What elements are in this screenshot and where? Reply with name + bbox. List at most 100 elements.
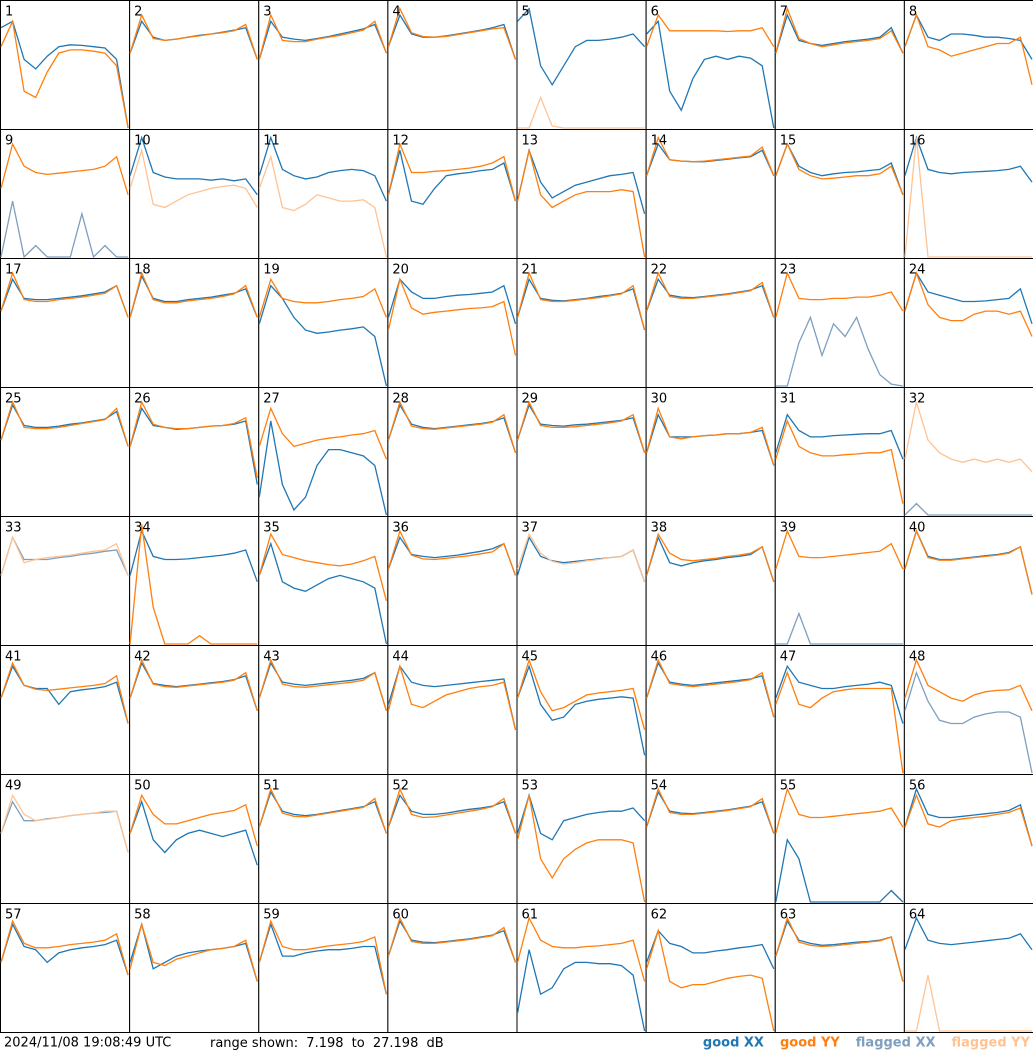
panel-frame bbox=[645, 387, 776, 517]
panel: 25 bbox=[0, 387, 131, 517]
panel: 60 bbox=[387, 903, 518, 1033]
yy-spectrum bbox=[645, 532, 775, 583]
panel: 28 bbox=[387, 387, 518, 517]
panel-label: 33 bbox=[5, 521, 22, 536]
panel-label: 26 bbox=[134, 392, 151, 407]
panel: 43 bbox=[258, 645, 389, 775]
panel-frame bbox=[516, 516, 647, 646]
panel-frame bbox=[774, 0, 905, 130]
panel: 30 bbox=[645, 387, 776, 517]
panel-frame bbox=[774, 516, 905, 646]
yy-spectrum bbox=[129, 271, 258, 318]
timestamp: 2024/11/08 19:08:49 UTC bbox=[4, 1036, 171, 1051]
xx-spectrum bbox=[258, 420, 388, 516]
xx-spectrum bbox=[129, 135, 258, 196]
panel-label: 17 bbox=[5, 263, 22, 278]
yy-spectrum bbox=[129, 658, 258, 711]
panel-label: 23 bbox=[780, 263, 797, 278]
panel: 57 bbox=[0, 903, 131, 1033]
panel: 9 bbox=[0, 129, 131, 259]
panel-label: 5 bbox=[522, 5, 530, 20]
panel-label: 27 bbox=[263, 392, 280, 407]
yy-spectrum bbox=[775, 271, 904, 318]
panel: 42 bbox=[129, 645, 260, 775]
panel-label: 38 bbox=[651, 521, 668, 536]
panel-frame bbox=[903, 0, 1033, 130]
panel-label: 21 bbox=[522, 263, 539, 278]
panel-label: 37 bbox=[522, 521, 539, 536]
panel-label: 43 bbox=[263, 650, 280, 665]
panel: 26 bbox=[129, 387, 260, 517]
yy-spectrum bbox=[129, 400, 258, 479]
panel: 19 bbox=[258, 258, 389, 388]
panel: 15 bbox=[774, 129, 905, 259]
xx-spectrum bbox=[775, 315, 904, 387]
panel-frame bbox=[258, 129, 389, 259]
panel-frame bbox=[516, 129, 647, 259]
panel: 16 bbox=[903, 129, 1033, 259]
panel-label: 40 bbox=[909, 521, 926, 536]
panel-label: 6 bbox=[651, 5, 659, 20]
panel-label: 53 bbox=[522, 779, 539, 794]
xx-spectrum bbox=[904, 135, 1033, 183]
panel-frame bbox=[129, 774, 260, 904]
yy-spectrum bbox=[645, 13, 775, 48]
xx-spectrum bbox=[904, 916, 1033, 951]
yy-spectrum bbox=[387, 277, 517, 356]
xx-spectrum bbox=[129, 799, 258, 866]
panel: 5 bbox=[516, 0, 647, 130]
panel: 49 bbox=[0, 774, 131, 904]
xx-spectrum bbox=[775, 413, 904, 460]
yy-spectrum bbox=[775, 916, 904, 982]
panel-label: 1 bbox=[5, 5, 13, 20]
xx-spectrum bbox=[646, 19, 775, 129]
panel: 14 bbox=[645, 129, 776, 259]
panel: 37 bbox=[516, 516, 647, 646]
yy-spectrum bbox=[0, 271, 129, 318]
panel: 59 bbox=[258, 903, 389, 1033]
yy-spectrum bbox=[258, 277, 388, 318]
panel-frame bbox=[387, 387, 518, 517]
yy-spectrum bbox=[387, 663, 517, 730]
panel: 40 bbox=[903, 516, 1033, 646]
yy-spectrum bbox=[0, 19, 129, 129]
xx-spectrum bbox=[904, 670, 1033, 774]
panel-label: 63 bbox=[780, 908, 797, 923]
yy-spectrum bbox=[258, 406, 388, 460]
panel-label: 20 bbox=[392, 263, 409, 278]
yy-spectrum bbox=[129, 13, 258, 60]
yy-spectrum bbox=[904, 137, 1032, 258]
xx-spectrum bbox=[516, 664, 646, 756]
panel-frame bbox=[0, 387, 131, 517]
xx-spectrum bbox=[775, 838, 904, 903]
panel-frame bbox=[516, 387, 647, 517]
panel-label: 15 bbox=[780, 134, 797, 149]
panel-frame bbox=[387, 0, 518, 130]
yy-spectrum bbox=[904, 401, 1033, 473]
yy-spectrum bbox=[775, 670, 904, 774]
panel-label: 55 bbox=[780, 779, 797, 794]
yy-spectrum bbox=[258, 919, 388, 995]
panel: 27 bbox=[258, 387, 389, 517]
xx-spectrum bbox=[904, 502, 1032, 516]
yy-spectrum bbox=[0, 661, 129, 724]
yy-spectrum bbox=[129, 147, 258, 209]
yy-spectrum bbox=[129, 524, 258, 645]
panel-label: 50 bbox=[134, 779, 151, 794]
yy-spectrum bbox=[775, 142, 904, 196]
panel-frame bbox=[0, 645, 131, 775]
panel-label: 19 bbox=[263, 263, 280, 278]
panel-label: 14 bbox=[651, 134, 668, 149]
panel: 23 bbox=[774, 258, 905, 388]
panel: 58 bbox=[129, 903, 260, 1033]
panel: 20 bbox=[387, 258, 518, 388]
panel-frame bbox=[774, 258, 905, 388]
yy-spectrum bbox=[645, 135, 775, 176]
panel: 29 bbox=[516, 387, 647, 517]
range-min: 7.198 bbox=[306, 1036, 343, 1051]
yy-spectrum bbox=[387, 400, 517, 453]
panel-label: 7 bbox=[780, 5, 788, 20]
panel-frame bbox=[387, 903, 518, 1033]
panel-label: 11 bbox=[263, 134, 280, 149]
panel: 61 bbox=[516, 903, 647, 1033]
